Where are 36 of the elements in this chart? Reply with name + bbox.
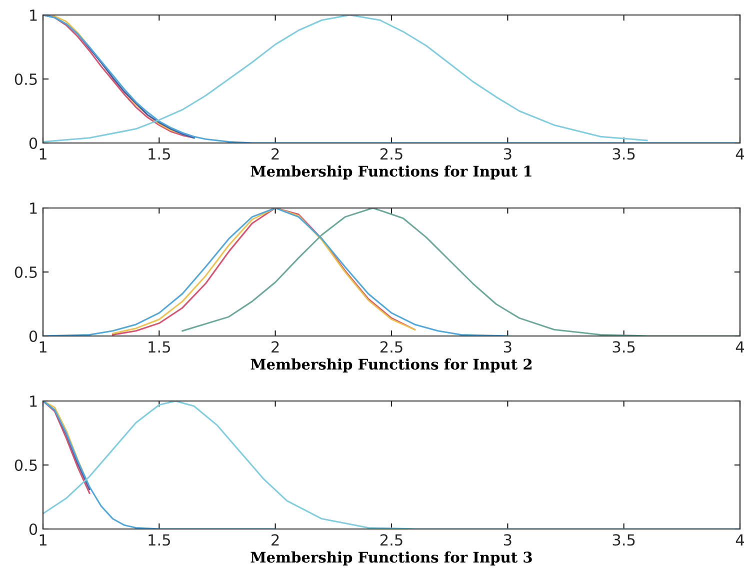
- x-tick-label: 2.5: [380, 148, 402, 160]
- x-tick-label: 2: [272, 534, 279, 546]
- y-tick-label: 0: [29, 330, 38, 342]
- x-tick-label: 1: [40, 148, 46, 160]
- x-tick-label: 4: [736, 148, 744, 160]
- x-tick-label: 3.5: [612, 341, 635, 353]
- line-series: [43, 401, 740, 529]
- x-tick-label: 3: [504, 341, 512, 353]
- x-tick-label: 2: [272, 341, 279, 352]
- x-tick-label: 3: [504, 534, 512, 546]
- y-tick-label: 0: [29, 137, 38, 150]
- line-series: [182, 208, 740, 336]
- y-tick-label: 0.5: [14, 459, 37, 472]
- x-axis-title: Membership Functions for Input 3: [250, 551, 532, 566]
- y-tick-label: 0.5: [14, 73, 37, 86]
- y-tick-label: 0: [29, 523, 38, 536]
- x-tick-label: 1: [40, 341, 46, 352]
- x-tick-label: 3: [504, 148, 512, 160]
- y-tick-label: 1: [30, 10, 37, 21]
- x-tick-label: 2.5: [380, 534, 402, 546]
- x-tick-label: 3.5: [612, 534, 635, 546]
- x-tick-label: 1: [40, 534, 46, 546]
- line-series: [43, 208, 508, 336]
- y-tick-label: 0.5: [14, 266, 37, 278]
- x-tick-label: 1.5: [148, 148, 170, 160]
- x-tick-label: 4: [736, 341, 744, 352]
- x-tick-label: 1.5: [148, 341, 170, 353]
- x-tick-label: 1.5: [148, 534, 170, 546]
- x-tick-label: 2: [272, 148, 279, 160]
- x-axis-title: Membership Functions for Input 2: [250, 358, 532, 373]
- y-tick-label: 1: [30, 202, 37, 214]
- x-tick-label: 2.5: [380, 341, 402, 353]
- x-tick-label: 3.5: [612, 148, 635, 160]
- x-axis-title: Membership Functions for Input 1: [250, 165, 532, 180]
- x-tick-label: 4: [736, 534, 744, 546]
- y-tick-label: 1: [30, 396, 37, 407]
